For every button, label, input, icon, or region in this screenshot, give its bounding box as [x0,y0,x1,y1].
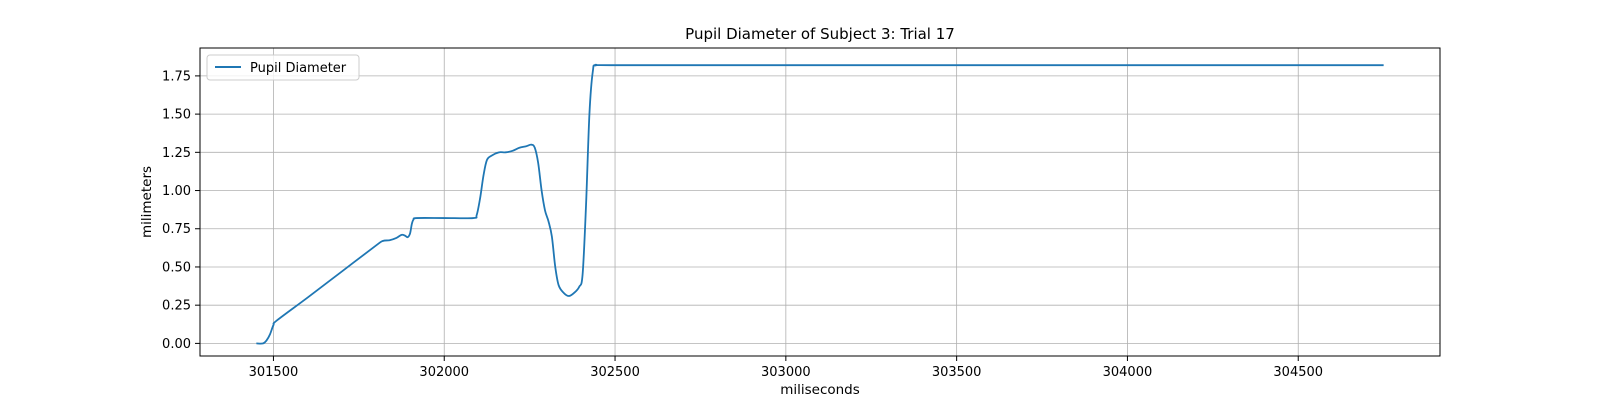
legend-box [206,54,360,81]
x-tick-label: 302500 [590,365,640,380]
x-tick-label: 303500 [932,365,982,380]
tick-layer: 301500 302000 302500 303000 303500 304000 3045… [162,69,1323,380]
y-tick-label: 0.25 [162,299,191,314]
y-tick-label: 1.50 [162,108,191,123]
y-tick-label: 1.75 [162,69,191,84]
series-line-pupil-diameter [256,63,1384,345]
y-tick-label: 1.25 [162,146,191,161]
x-tick-label: 304500 [1273,365,1323,380]
y-tick-label: 0.00 [162,337,191,352]
y-axis-label: milimeters [139,166,155,238]
y-tick-label: 0.75 [162,222,191,237]
grid-layer [200,48,1440,356]
legend: Pupil Diameter [206,54,360,81]
y-tick-label: 0.50 [162,260,191,275]
x-tick-label: 303000 [761,365,811,380]
x-tick-label: 301500 [249,365,299,380]
y-tick-label: 1.00 [162,184,191,199]
series-layer [256,63,1384,345]
x-axis-label: miliseconds [780,382,860,398]
chart-title: Pupil Diameter of Subject 3: Trial 17 [685,25,955,43]
x-tick-label: 302000 [419,365,469,380]
legend-entry-pupil-diameter: Pupil Diameter [250,61,347,76]
plot-area-frame [199,47,1441,357]
x-tick-label: 304000 [1103,365,1153,380]
